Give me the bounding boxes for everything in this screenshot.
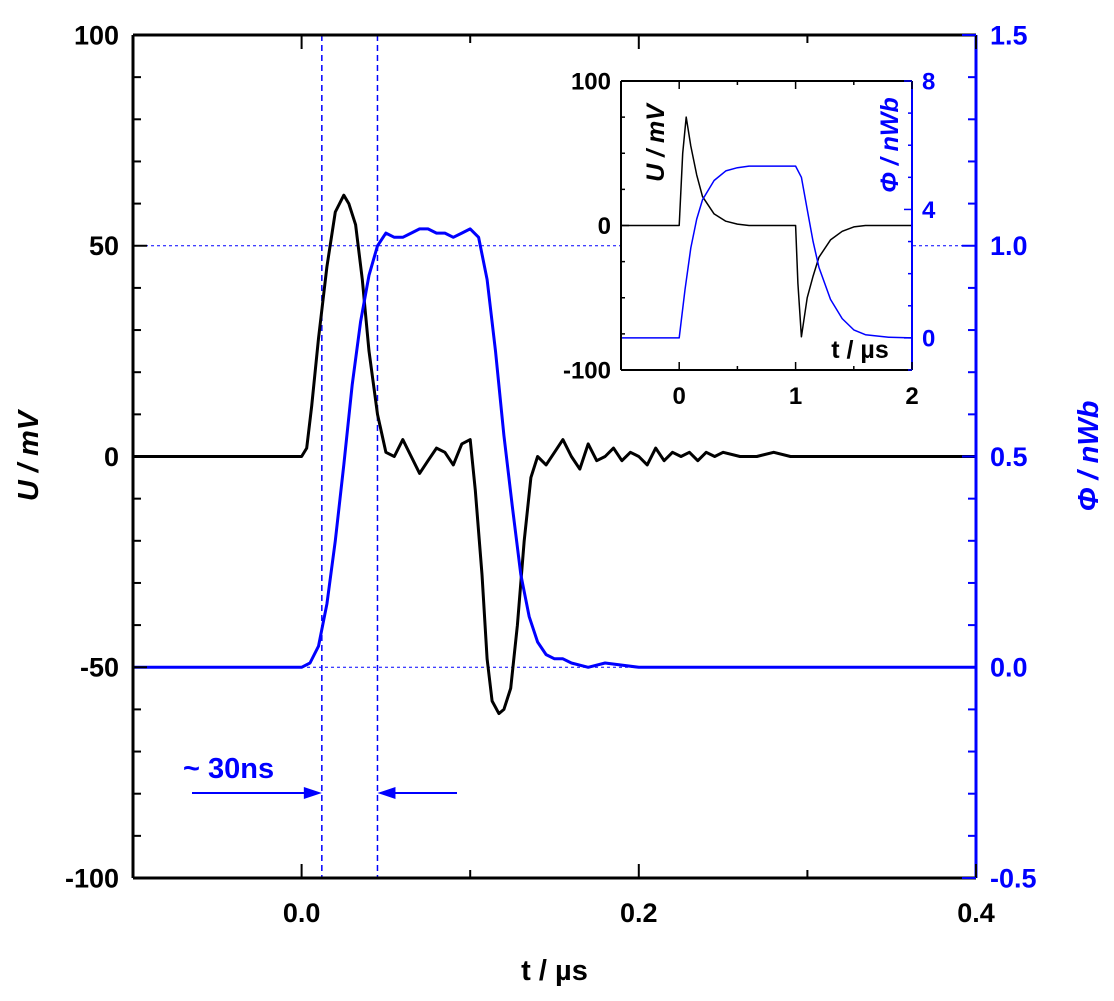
inset-flux-series-line	[621, 165, 913, 339]
right-y-tick-label: -0.5	[990, 863, 1037, 893]
annotation-label: ~ 30ns	[183, 753, 274, 785]
right-y-tick-label: 0.5	[990, 442, 1028, 472]
right-y-tick-label: 1.5	[990, 20, 1028, 50]
annotation-arrow-right-head	[377, 787, 396, 799]
flux-series-line	[133, 227, 976, 669]
inset-right-y-tick-label: 4	[922, 197, 936, 224]
inset-left-y-axis-title: U / mV	[642, 102, 670, 182]
inset-voltage-series-line	[621, 116, 912, 338]
left-y-tick-label: 0	[104, 442, 119, 472]
voltage-series-line	[133, 193, 976, 716]
left-y-axis-title: U / mV	[13, 408, 45, 501]
left-y-tick-label: -100	[65, 863, 119, 893]
left-y-tick-label: 100	[74, 20, 119, 50]
inset-right-y-tick-label: 0	[922, 325, 935, 352]
right-y-tick-label: 0.0	[990, 653, 1028, 683]
inset-left-y-tick-label: 100	[571, 68, 611, 95]
inset-left-y-tick-label: -100	[563, 357, 611, 384]
right-y-tick-label: 1.0	[990, 231, 1028, 261]
x-axis-title: t / µs	[521, 955, 588, 987]
inset-right-y-tick-label: 8	[922, 68, 935, 95]
inset-x-tick-label: 2	[905, 383, 918, 410]
left-y-tick-label: -50	[80, 653, 119, 683]
x-tick-label: 0.2	[620, 898, 658, 928]
left-y-tick-label: 50	[89, 231, 119, 261]
main-chart: 0.0 0.2 0.4-100-50050100-0.50.00.51.01.5t …	[13, 20, 1105, 987]
inset-left-y-tick-label: 0	[598, 213, 611, 240]
inset-x-tick-label: 1	[789, 383, 802, 410]
x-tick-label: 0.0	[283, 898, 321, 928]
inset-chart: 0 1 2 -100 0 100 0 4 8 t / µs U / mV Φ / nWb	[563, 68, 936, 410]
annotation-arrow-left-head	[303, 787, 322, 799]
inset-x-tick-label: 0	[673, 383, 686, 410]
right-y-axis-title: Φ / nWb	[1073, 401, 1105, 512]
x-tick-label: 0.4	[957, 898, 995, 928]
inset-x-axis-title: t / µs	[831, 336, 888, 364]
inset-right-y-axis-title: Φ / nWb	[876, 97, 904, 193]
